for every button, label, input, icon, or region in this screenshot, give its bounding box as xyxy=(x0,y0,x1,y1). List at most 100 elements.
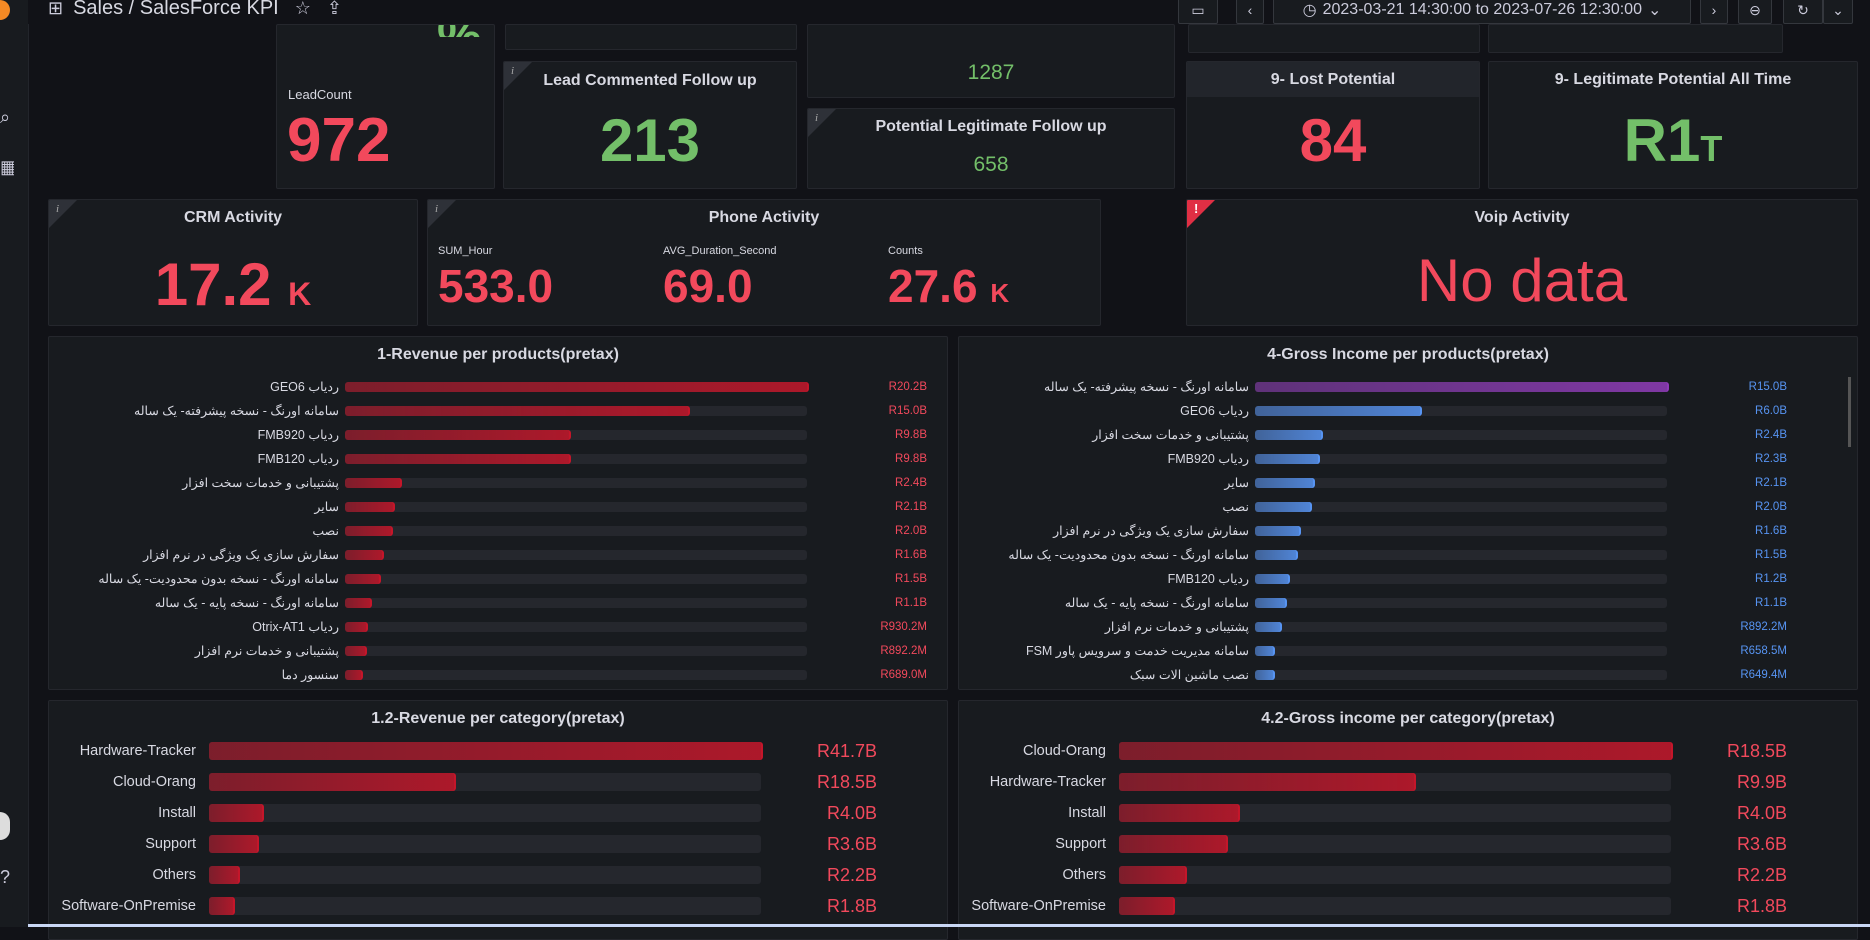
bar-row[interactable]: سفارش سازی یک ویژگی در نرم افزار R1.6B xyxy=(49,545,947,565)
page-title[interactable]: Sales / SalesForce KPI xyxy=(73,0,279,19)
bar-row[interactable]: سامانه اورنگ - نسخه بدون محدودیت- یک سال… xyxy=(49,569,947,589)
bar-label: GEO6 ردیاب xyxy=(270,380,339,394)
info-icon[interactable]: i xyxy=(56,203,60,215)
stat-label: Counts xyxy=(888,245,923,257)
bar-row[interactable]: سایر R2.1B xyxy=(49,497,947,517)
panel-phone-activity[interactable]: i Phone Activity SUM_Hour 533.0 AVG_Dura… xyxy=(427,199,1101,326)
bar-fill xyxy=(1255,574,1290,584)
time-range-picker[interactable]: ◷ 2023-03-21 14:30:00 to 2023-07-26 12:3… xyxy=(1273,0,1691,24)
info-corner[interactable] xyxy=(504,62,532,90)
error-corner[interactable] xyxy=(1187,200,1215,228)
info-corner[interactable] xyxy=(49,200,77,228)
scrollbar[interactable] xyxy=(1848,377,1851,447)
bar-value: R1.1B xyxy=(895,597,927,609)
zoom-out-button[interactable]: ⊖ xyxy=(1738,0,1772,24)
bar-row[interactable]: Cloud-Orang R18.5B xyxy=(959,741,1857,761)
bar-row[interactable]: نصب R2.0B xyxy=(959,497,1857,517)
bar-track xyxy=(1119,897,1671,915)
panel-top-small[interactable]: 1287 xyxy=(807,24,1175,98)
bar-row[interactable]: Support R3.6B xyxy=(959,834,1857,854)
bar-row[interactable]: Others R2.2B xyxy=(49,865,947,885)
bar-row[interactable]: Install R4.0B xyxy=(959,803,1857,823)
bar-value: R2.1B xyxy=(1755,477,1787,489)
panel-lead-count[interactable]: ▬▬▬% LeadCount 972 xyxy=(276,24,495,189)
stat-value-wrap: 27.6 K xyxy=(888,259,1098,313)
bar-value: R1.2B xyxy=(1755,573,1787,585)
info-icon[interactable]: i xyxy=(435,203,439,215)
info-icon[interactable]: i xyxy=(815,112,819,124)
bar-row[interactable]: Others R2.2B xyxy=(959,865,1857,885)
bar-row[interactable]: GEO6 ردیاب R20.2B xyxy=(49,377,947,397)
bar-row[interactable]: Cloud-Orang R18.5B xyxy=(49,772,947,792)
avatar[interactable] xyxy=(0,812,10,840)
bar-row[interactable]: Software-OnPremise R1.8B xyxy=(49,896,947,916)
panel-legitimate-all-time[interactable]: 9- Legitimate Potential All Time R1T xyxy=(1488,61,1858,189)
time-forward-button[interactable]: › xyxy=(1700,0,1728,24)
refresh-button[interactable]: ↻ xyxy=(1783,0,1823,24)
top-navbar: ⊞ Sales / SalesForce KPI ☆ ⇪ ▭ ‹ ◷ 2023-… xyxy=(28,0,1870,24)
bar-row[interactable]: سامانه اورنگ - نسخه پیشرفته- یک ساله R15.… xyxy=(49,401,947,421)
panel-gross-income-per-products[interactable]: 4-Gross Income per products(pretax) ساما… xyxy=(958,336,1858,690)
bar-row[interactable]: FMB920 ردیاب R2.3B xyxy=(959,449,1857,469)
bar-row[interactable]: نصب ماشین الات سبک R649.4M xyxy=(959,665,1857,685)
bar-row[interactable]: سامانه اورنگ - نسخه پایه - یک ساله R1.1B xyxy=(959,593,1857,613)
stat-value: 533.0 xyxy=(438,260,554,312)
share-icon[interactable]: ⇪ xyxy=(326,0,342,18)
bar-row[interactable]: Support R3.6B xyxy=(49,834,947,854)
bar-value: R1.6B xyxy=(1755,525,1787,537)
bar-row[interactable]: سامانه اورنگ - نسخه پیشرفته- یک ساله R15.… xyxy=(959,377,1857,397)
panel-revenue-per-category[interactable]: 1.2-Revenue per category(pretax) Hardwar… xyxy=(48,700,948,940)
panel-voip-activity[interactable]: ! Voip Activity No data xyxy=(1186,199,1858,326)
bar-row[interactable]: FSM سامانه مدیریت خدمت و سرویس پاور R658.… xyxy=(959,641,1857,661)
bar-row[interactable]: سامانه اورنگ - نسخه بدون محدودیت- یک سال… xyxy=(959,545,1857,565)
panel-potential-legitimate[interactable]: i Potential Legitimate Follow up 658 xyxy=(807,108,1175,189)
bar-track xyxy=(1255,454,1667,464)
bar-row[interactable]: سایر R2.1B xyxy=(959,473,1857,493)
dashboard-grid-icon: ⊞ xyxy=(48,0,64,18)
bar-row[interactable]: GEO6 ردیاب R6.0B xyxy=(959,401,1857,421)
bar-label: Others xyxy=(152,867,196,883)
bar-value: R1.1B xyxy=(1755,597,1787,609)
bar-row[interactable]: سفارش سازی یک ویژگی در نرم افزار R1.6B xyxy=(959,521,1857,541)
bar-row[interactable]: پشتیبانی و خدمات نرم افزار R892.2M xyxy=(49,641,947,661)
dashboards-icon[interactable]: ▦ xyxy=(0,157,14,177)
stat-unit: K xyxy=(990,278,1010,308)
info-corner[interactable] xyxy=(428,200,456,228)
grafana-logo-icon[interactable] xyxy=(0,0,10,20)
bar-row[interactable]: Software-OnPremise R1.8B xyxy=(959,896,1857,916)
bar-row[interactable]: پشتیبانی و خدمات نرم افزار R892.2M xyxy=(959,617,1857,637)
bar-row[interactable]: Hardware-Tracker R9.9B xyxy=(959,772,1857,792)
bar-row[interactable]: FMB120 ردیاب R1.2B xyxy=(959,569,1857,589)
panel-partial-2 xyxy=(1188,24,1480,53)
bar-row[interactable]: پشتیبانی و خدمات سخت افزار R2.4B xyxy=(959,425,1857,445)
bar-row[interactable]: پشتیبانی و خدمات سخت افزار R2.4B xyxy=(49,473,947,493)
bar-row[interactable]: نصب R2.0B xyxy=(49,521,947,541)
bar-label: سامانه اورنگ - نسخه بدون محدودیت- یک سال… xyxy=(98,572,339,586)
search-icon[interactable]: ⌕ xyxy=(0,107,11,127)
bar-fill xyxy=(1119,835,1229,853)
bar-row[interactable]: Hardware-Tracker R41.7B xyxy=(49,741,947,761)
panel-lead-commented[interactable]: i Lead Commented Follow up 213 xyxy=(503,61,797,189)
bar-row[interactable]: FMB920 ردیاب R9.8B xyxy=(49,425,947,445)
time-back-button[interactable]: ‹ xyxy=(1236,0,1264,24)
bar-track xyxy=(1119,804,1671,822)
panel-gross-income-per-category[interactable]: 4.2-Gross income per category(pretax) Cl… xyxy=(958,700,1858,940)
lead-count-label: LeadCount xyxy=(288,87,352,102)
star-icon[interactable]: ☆ xyxy=(294,0,311,18)
info-icon[interactable]: i xyxy=(511,65,515,77)
bar-row[interactable]: سامانه اورنگ - نسخه پایه - یک ساله R1.1B xyxy=(49,593,947,613)
panel-crm-activity[interactable]: i CRM Activity 17.2 K xyxy=(48,199,418,326)
bar-row[interactable]: Install R4.0B xyxy=(49,803,947,823)
bar-row[interactable]: Otrix-AT1 ردیاب R930.2M xyxy=(49,617,947,637)
bar-row[interactable]: سنسور دما R689.0M xyxy=(49,665,947,685)
bar-row[interactable]: FMB120 ردیاب R9.8B xyxy=(49,449,947,469)
error-icon[interactable]: ! xyxy=(1194,201,1199,216)
help-icon[interactable]: ? xyxy=(0,867,11,887)
tv-mode-button[interactable]: ▭ xyxy=(1178,0,1218,24)
panel-revenue-per-products[interactable]: 1-Revenue per products(pretax) GEO6 ردیا… xyxy=(48,336,948,690)
refresh-interval-dropdown[interactable]: ⌄ xyxy=(1823,0,1853,24)
bar-value: R3.6B xyxy=(1736,834,1787,854)
bar-track xyxy=(1255,598,1667,608)
panel-lost-potential[interactable]: 9- Lost Potential 84 xyxy=(1186,61,1480,189)
info-corner[interactable] xyxy=(808,109,836,137)
